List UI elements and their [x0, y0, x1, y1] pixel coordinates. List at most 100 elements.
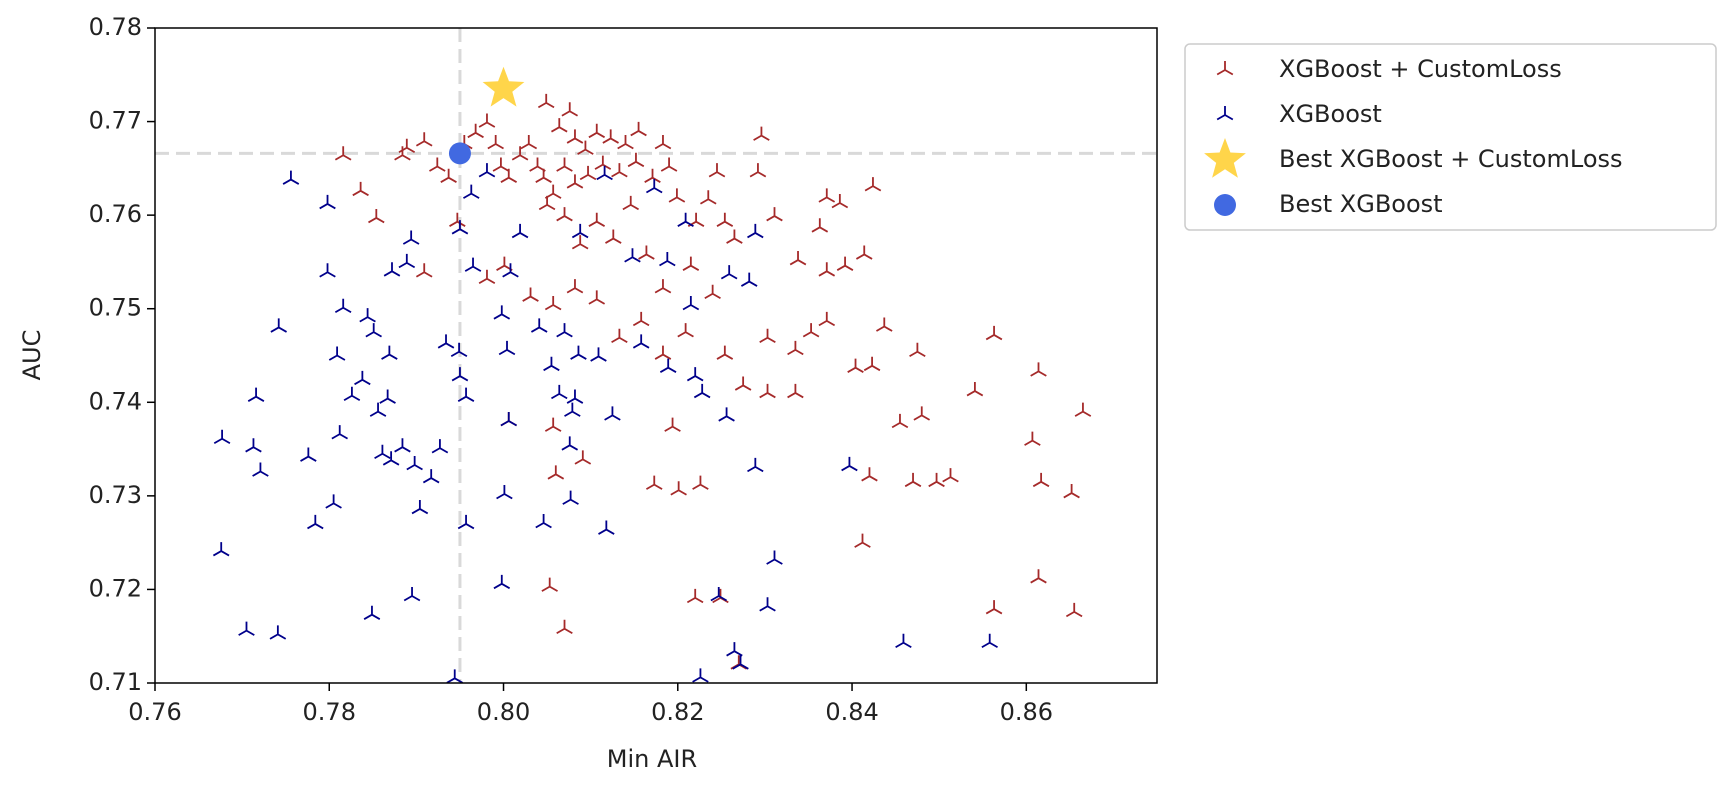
point	[588, 212, 606, 227]
point	[766, 550, 783, 565]
point	[450, 342, 468, 358]
point	[686, 588, 704, 604]
point	[492, 157, 510, 172]
point	[354, 370, 371, 386]
point	[677, 212, 694, 227]
point	[876, 317, 893, 332]
point	[668, 188, 686, 203]
point	[406, 455, 423, 471]
point	[596, 165, 613, 181]
point	[212, 542, 230, 557]
point	[740, 272, 758, 287]
legend-label: Best XGBoost + CustomLoss	[1279, 145, 1623, 173]
point	[562, 490, 579, 505]
point	[561, 102, 579, 117]
point	[522, 287, 539, 302]
point	[564, 402, 581, 417]
point	[369, 402, 387, 417]
point	[343, 386, 361, 402]
point	[605, 229, 622, 244]
point	[538, 195, 556, 211]
point	[913, 406, 931, 421]
point	[556, 619, 573, 635]
point	[759, 597, 776, 612]
point	[383, 262, 401, 277]
point	[693, 383, 711, 399]
point	[307, 514, 324, 530]
point	[213, 429, 231, 445]
point	[682, 256, 700, 271]
point	[451, 367, 469, 382]
y-tick-label: 0.73	[89, 481, 142, 509]
point	[645, 179, 663, 194]
point	[365, 323, 382, 338]
point	[726, 642, 743, 657]
point	[604, 406, 621, 421]
point	[543, 356, 560, 372]
point	[394, 438, 411, 453]
point	[482, 66, 525, 107]
point	[478, 269, 496, 285]
point	[398, 138, 416, 154]
point	[590, 347, 607, 362]
legend-label: XGBoost + CustomLoss	[1279, 55, 1562, 83]
point	[547, 465, 565, 480]
legend-marker	[1216, 61, 1234, 76]
point	[498, 340, 516, 356]
point	[570, 345, 587, 360]
plot-area	[155, 28, 1157, 683]
point	[747, 223, 764, 239]
point	[677, 323, 694, 338]
point	[759, 328, 776, 344]
point	[855, 245, 873, 260]
point	[269, 625, 287, 640]
x-axis-label: Min AIR	[607, 745, 697, 773]
y-tick-label: 0.78	[89, 13, 142, 41]
point	[379, 389, 396, 404]
legend-label: Best XGBoost	[1279, 190, 1443, 218]
point	[710, 586, 728, 602]
point	[551, 384, 568, 400]
point	[478, 163, 496, 178]
point	[566, 389, 584, 404]
point	[802, 323, 820, 338]
point	[457, 514, 475, 530]
point	[659, 358, 677, 373]
point	[692, 475, 709, 490]
point	[541, 577, 558, 592]
point	[602, 129, 619, 144]
point	[544, 417, 562, 432]
point	[864, 177, 882, 192]
point	[561, 436, 579, 451]
point	[446, 669, 464, 683]
point	[611, 163, 628, 178]
point	[787, 340, 804, 356]
point	[1024, 431, 1041, 446]
legend-marker	[1204, 138, 1246, 178]
point	[654, 345, 672, 360]
point	[747, 457, 764, 473]
point	[437, 334, 455, 349]
point	[282, 170, 300, 185]
point	[654, 279, 672, 294]
point	[500, 168, 518, 183]
point	[749, 163, 767, 178]
point	[716, 345, 734, 360]
point	[766, 207, 783, 222]
point	[571, 235, 589, 250]
point	[632, 311, 650, 327]
point	[682, 295, 700, 311]
point	[487, 135, 504, 150]
point	[611, 328, 628, 344]
y-axis-label: AUC	[18, 330, 46, 381]
x-tick-label: 0.76	[128, 698, 181, 726]
legend-marker	[1216, 106, 1234, 121]
point	[624, 248, 641, 263]
y-tick-label: 0.71	[89, 668, 142, 696]
point	[622, 195, 640, 211]
point	[511, 223, 529, 239]
point	[638, 245, 655, 260]
point	[670, 481, 687, 496]
legend-marker	[1214, 194, 1236, 216]
point	[831, 193, 849, 209]
